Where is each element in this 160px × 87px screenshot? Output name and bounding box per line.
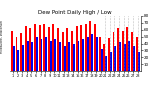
Bar xyxy=(131,32,133,71)
Bar xyxy=(59,42,61,71)
Bar xyxy=(40,39,43,71)
Bar xyxy=(43,24,45,71)
Bar xyxy=(119,42,121,71)
Bar xyxy=(68,42,70,71)
Bar xyxy=(103,44,105,71)
Bar xyxy=(54,39,56,71)
Bar xyxy=(39,25,40,71)
Bar xyxy=(45,37,47,71)
Bar xyxy=(62,32,64,71)
Bar xyxy=(101,49,103,71)
Bar xyxy=(105,56,107,71)
Bar xyxy=(136,37,138,71)
Bar xyxy=(16,37,17,71)
Bar xyxy=(96,37,98,71)
Bar xyxy=(80,25,82,71)
Bar xyxy=(133,46,135,71)
Bar xyxy=(66,28,68,71)
Bar xyxy=(87,37,89,71)
Bar xyxy=(64,46,66,71)
Bar xyxy=(114,46,116,71)
Bar xyxy=(138,52,140,71)
Bar xyxy=(11,31,13,71)
Bar xyxy=(128,41,130,71)
Bar xyxy=(48,27,50,71)
Bar xyxy=(108,38,110,71)
Bar xyxy=(34,24,36,71)
Bar xyxy=(57,28,59,71)
Bar xyxy=(122,31,124,71)
Bar xyxy=(124,44,126,71)
Bar xyxy=(126,27,128,71)
Bar xyxy=(71,31,73,71)
Bar xyxy=(50,41,52,71)
Bar xyxy=(52,24,54,71)
Bar xyxy=(25,26,27,71)
Title: Dew Point Daily High / Low: Dew Point Daily High / Low xyxy=(38,10,112,15)
Bar xyxy=(94,24,96,71)
Bar xyxy=(73,44,75,71)
Bar xyxy=(20,33,22,71)
Bar xyxy=(22,45,24,71)
Bar xyxy=(29,28,31,71)
Bar xyxy=(77,41,80,71)
Bar xyxy=(17,50,19,71)
Bar xyxy=(31,42,33,71)
Bar xyxy=(89,21,91,71)
Bar xyxy=(13,46,15,71)
Text: Milwaukee, Wisconsin: Milwaukee, Wisconsin xyxy=(0,20,4,53)
Bar xyxy=(112,32,114,71)
Bar xyxy=(85,24,87,71)
Bar xyxy=(36,37,38,71)
Bar xyxy=(91,34,93,71)
Bar xyxy=(117,28,119,71)
Bar xyxy=(27,41,29,71)
Bar xyxy=(99,37,101,71)
Bar xyxy=(110,52,112,71)
Bar xyxy=(82,39,84,71)
Bar xyxy=(76,26,77,71)
